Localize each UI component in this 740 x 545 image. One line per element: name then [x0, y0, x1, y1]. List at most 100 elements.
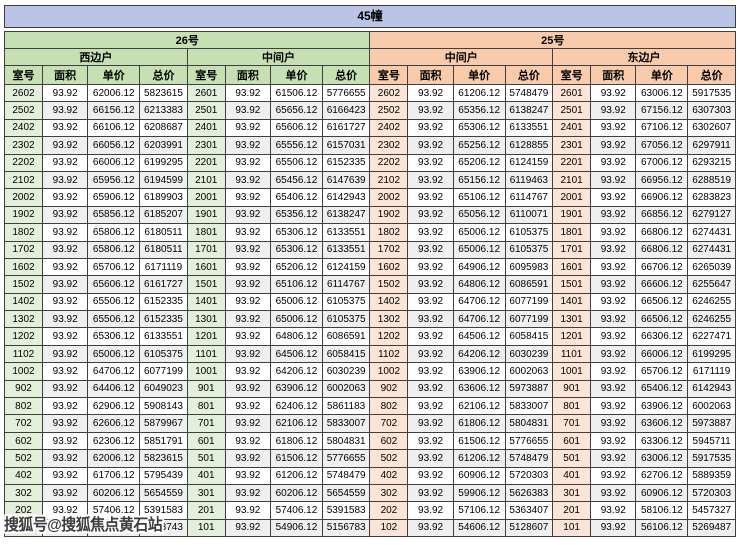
value-cell: 93.92	[407, 518, 454, 538]
value-cell: 61806.12	[452, 414, 506, 433]
value-cell: 93.92	[407, 188, 454, 207]
value-cell: 63606.12	[635, 414, 689, 433]
value-cell: 6058415	[321, 344, 371, 364]
value-cell: 65556.12	[270, 136, 323, 155]
value-cell: 93.92	[41, 466, 89, 485]
room-cell: 1702	[4, 240, 43, 259]
value-cell: 6114767	[504, 188, 554, 207]
value-cell: 6180511	[139, 240, 188, 259]
table-row: 1802 93.92 65806.12 6180511 1801 93.92 65306.1…	[4, 223, 736, 242]
room-cell: 2301	[186, 136, 226, 155]
value-cell: 93.92	[41, 170, 89, 190]
value-cell: 61506.12	[452, 431, 506, 451]
room-cell: 2602	[4, 83, 43, 103]
room-cell: 1402	[4, 292, 43, 312]
value-cell: 61506.12	[270, 83, 323, 103]
room-cell: 301	[186, 483, 226, 503]
value-cell: 60906.12	[635, 483, 689, 503]
value-cell: 93.92	[590, 83, 637, 103]
value-cell: 5720303	[504, 466, 554, 485]
value-cell: 5457327	[687, 501, 736, 520]
table-row: 1402 93.92 65506.12 6152335 1401 93.92 65006.1…	[4, 292, 736, 312]
room-cell: 102	[4, 518, 43, 538]
value-cell: 6283823	[687, 188, 736, 207]
value-cell: 6246255	[687, 310, 736, 329]
value-cell: 64806.12	[452, 275, 506, 294]
value-cell: 5654559	[139, 483, 188, 503]
value-cell: 6199295	[139, 153, 188, 172]
value-cell: 65206.12	[452, 153, 506, 172]
col-header-room: 室号	[369, 65, 409, 85]
value-cell: 93.92	[41, 310, 89, 329]
value-cell: 93.92	[407, 136, 454, 155]
value-cell: 6142943	[687, 379, 736, 399]
room-cell: 402	[4, 466, 43, 485]
value-cell: 93.92	[407, 379, 454, 399]
column-header-row: 室号 面积 单价 总价 室号 面积 单价 总价 室号 面积 单价 总价 室号 面…	[4, 65, 736, 85]
value-cell: 93.92	[224, 449, 272, 468]
value-cell: 93.92	[590, 275, 637, 294]
table-row: 2002 93.92 65906.12 6189903 2001 93.92 65406.1…	[4, 188, 736, 207]
value-cell: 5833007	[321, 414, 371, 433]
room-cell: 1201	[552, 327, 592, 346]
room-cell: 601	[186, 431, 226, 451]
room-cell: 1801	[186, 223, 226, 242]
room-cell: 1401	[186, 292, 226, 312]
value-cell: 64206.12	[452, 344, 506, 364]
value-cell: 6110071	[504, 205, 554, 225]
value-cell: 6133551	[321, 240, 371, 259]
room-cell: 802	[369, 397, 409, 416]
value-cell: 64506.12	[270, 344, 323, 364]
room-cell: 1401	[552, 292, 592, 312]
value-cell: 93.92	[590, 101, 637, 120]
value-cell: 93.92	[590, 118, 637, 138]
value-cell: 66806.12	[635, 240, 689, 259]
value-cell: 93.92	[41, 83, 89, 103]
col-header-total-price: 总价	[687, 65, 736, 85]
value-cell: 64806.12	[270, 327, 323, 346]
value-cell: 63906.12	[452, 362, 506, 381]
col-header-total-price: 总价	[321, 65, 371, 85]
value-cell: 63606.12	[452, 379, 506, 399]
unit-type-row: 西边户 中间户 中间户 东边户	[4, 48, 736, 66]
value-cell: 93.92	[224, 501, 272, 520]
value-cell: 61806.12	[270, 431, 323, 451]
value-cell: 6213383	[139, 101, 188, 120]
value-cell: 6133551	[321, 223, 371, 242]
value-cell: 5720303	[687, 483, 736, 503]
value-cell: 6002063	[687, 397, 736, 416]
value-cell: 55406.12	[87, 518, 141, 538]
room-cell: 2402	[4, 118, 43, 138]
value-cell: 62706.12	[635, 466, 689, 485]
room-cell: 202	[4, 501, 43, 520]
value-cell: 62406.12	[270, 397, 323, 416]
room-cell: 702	[369, 414, 409, 433]
col-header-unit-price: 单价	[635, 65, 689, 85]
value-cell: 65106.12	[452, 188, 506, 207]
value-cell: 62606.12	[87, 414, 141, 433]
room-cell: 1101	[552, 344, 592, 364]
value-cell: 6255647	[687, 275, 736, 294]
value-cell: 93.92	[224, 205, 272, 225]
value-cell: 6171119	[687, 362, 736, 381]
value-cell: 5391583	[321, 501, 371, 520]
value-cell: 65406.12	[270, 188, 323, 207]
value-cell: 93.92	[224, 379, 272, 399]
value-cell: 93.92	[590, 344, 637, 364]
table-row: 2402 93.92 66106.12 6208687 2401 93.92 65606.1…	[4, 118, 736, 138]
building-label-26: 26号	[3, 31, 371, 49]
value-cell: 6086591	[321, 327, 371, 346]
value-cell: 6297911	[687, 136, 736, 155]
room-cell: 2302	[369, 136, 409, 155]
value-cell: 93.92	[41, 188, 89, 207]
value-cell: 6279127	[687, 205, 736, 225]
value-cell: 93.92	[590, 362, 637, 381]
room-cell: 2501	[186, 101, 226, 120]
value-cell: 93.92	[590, 310, 637, 329]
value-cell: 66006.12	[87, 153, 141, 172]
value-cell: 5908143	[139, 397, 188, 416]
room-cell: 401	[186, 466, 226, 485]
value-cell: 5748479	[321, 466, 371, 485]
value-cell: 65006.12	[270, 310, 323, 329]
value-cell: 6152335	[139, 292, 188, 312]
